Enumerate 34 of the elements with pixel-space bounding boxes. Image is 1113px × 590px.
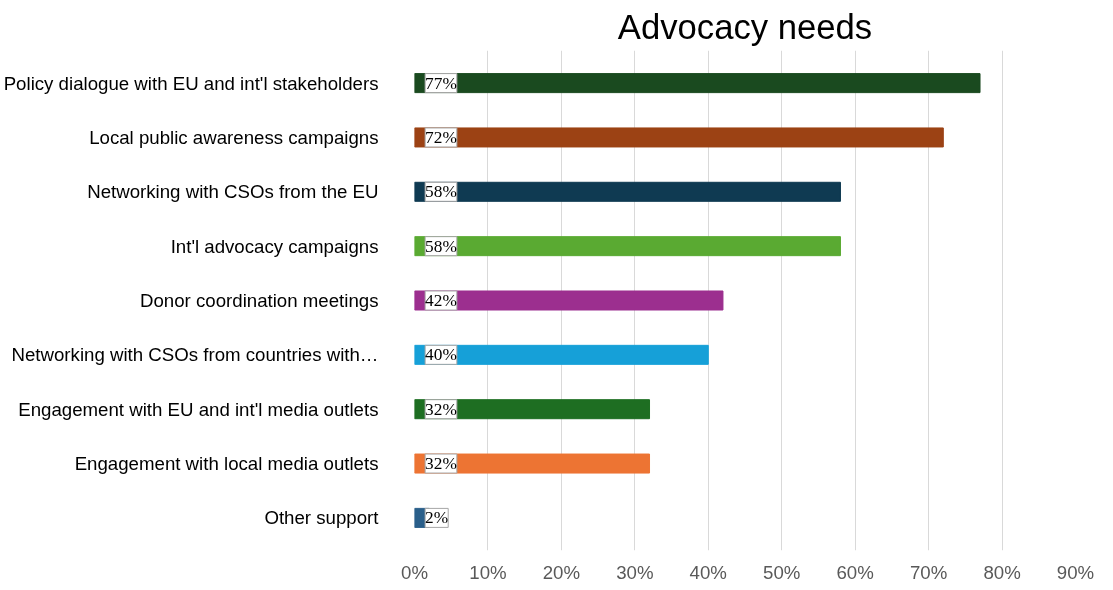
x-tick-label: 10% xyxy=(469,561,507,583)
x-tick-label: 0% xyxy=(401,561,428,583)
data-label: 58% xyxy=(425,182,457,202)
data-label: 40% xyxy=(425,345,457,365)
data-label: 2% xyxy=(425,508,449,528)
bar xyxy=(414,181,841,202)
chart-title: Advocacy needs xyxy=(617,7,873,46)
data-label: 32% xyxy=(425,399,457,419)
bar xyxy=(414,453,651,474)
data-label: 77% xyxy=(425,73,457,93)
x-tick-label: 70% xyxy=(909,561,948,583)
y-tick-label: Int'l advocacy campaigns xyxy=(170,235,379,257)
bar xyxy=(414,236,841,257)
x-tick-label: 80% xyxy=(983,561,1021,583)
x-tick-label: 60% xyxy=(836,561,874,583)
x-tick-label: 30% xyxy=(616,561,654,583)
y-tick-label: Networking with CSOs from countries with… xyxy=(11,344,379,366)
y-tick-label: Policy dialogue with EU and int'l stakeholders xyxy=(3,72,379,94)
bar xyxy=(414,73,981,94)
x-tick-label: 50% xyxy=(763,561,801,583)
y-tick-label: Donor coordination meetings xyxy=(139,290,379,311)
y-tick-label: Engagement with EU and int'l media outlets xyxy=(18,398,379,420)
data-label: 32% xyxy=(425,454,457,474)
x-tick-label: 20% xyxy=(542,561,581,583)
bar xyxy=(414,127,944,148)
data-label: 72% xyxy=(425,127,457,147)
y-tick-label: Local public awareness campaigns xyxy=(89,126,379,148)
y-tick-label: Engagement with local media outlets xyxy=(74,453,379,475)
x-tick-label: 90% xyxy=(1056,561,1095,583)
data-label: 58% xyxy=(425,236,457,256)
y-tick-label: Networking with CSOs from the EU xyxy=(87,181,379,203)
x-tick-label: 40% xyxy=(689,561,727,583)
y-tick-label: Other support xyxy=(264,507,380,529)
bar xyxy=(414,344,709,365)
